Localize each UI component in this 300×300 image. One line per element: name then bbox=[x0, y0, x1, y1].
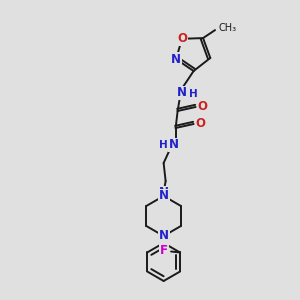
Text: CH₃: CH₃ bbox=[218, 23, 236, 33]
Text: F: F bbox=[160, 244, 168, 257]
Text: O: O bbox=[198, 100, 208, 113]
Text: H: H bbox=[159, 140, 168, 150]
Text: H: H bbox=[189, 89, 197, 99]
Text: N: N bbox=[159, 187, 169, 200]
Text: N: N bbox=[177, 86, 187, 100]
Text: N: N bbox=[169, 139, 178, 152]
Text: O: O bbox=[196, 118, 206, 130]
Text: N: N bbox=[159, 230, 169, 242]
Text: N: N bbox=[171, 53, 181, 66]
Text: N: N bbox=[159, 190, 169, 202]
Text: O: O bbox=[177, 32, 187, 45]
